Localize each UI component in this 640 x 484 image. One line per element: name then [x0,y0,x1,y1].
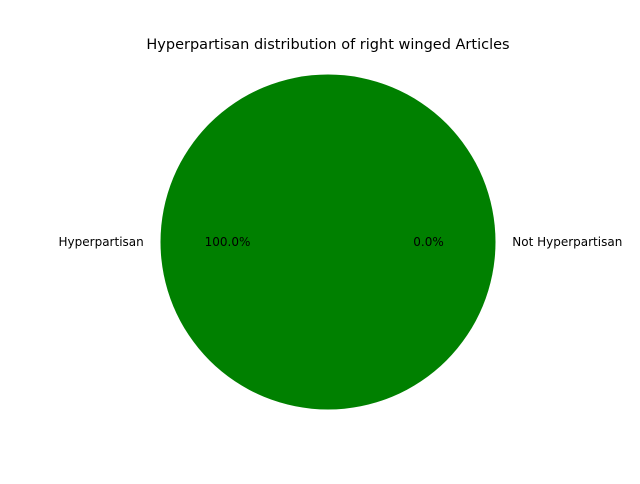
chart-title: Hyperpartisan distribution of right wing… [146,37,509,53]
slice-pct-label-not-hyperpartisan: 0.0% [413,235,444,249]
slice-label-not-hyperpartisan: Not Hyperpartisan [512,235,622,249]
pie-slices [160,74,496,410]
slice-label-hyperpartisan: Hyperpartisan [59,235,144,249]
pie-slice-hyperpartisan [160,74,496,410]
slice-pct-label-hyperpartisan: 100.0% [205,235,251,249]
pie-labels: Hyperpartisan 100.0% Not Hyperpartisan 0.0% [59,235,623,249]
